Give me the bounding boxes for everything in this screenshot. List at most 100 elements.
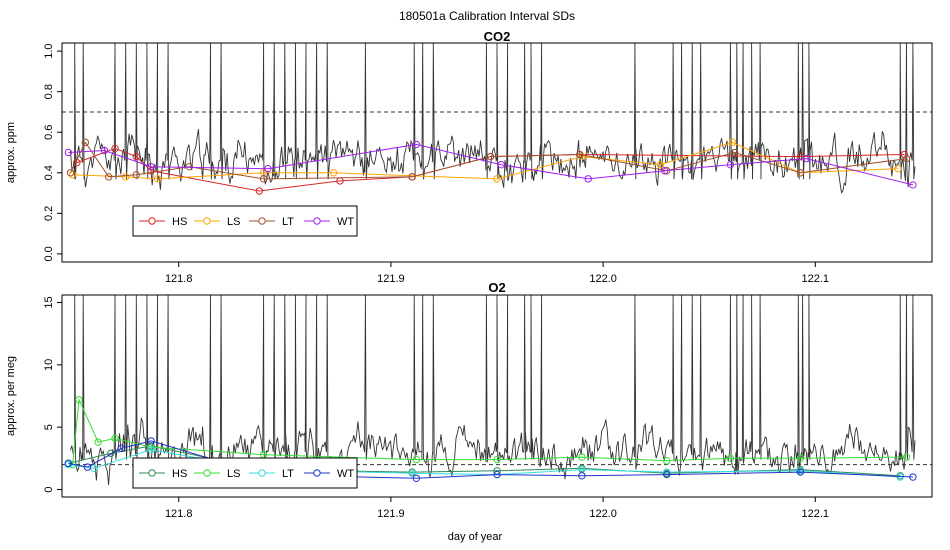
co2-series-ls-line	[72, 141, 899, 180]
o2-series-ls-point	[902, 453, 911, 461]
o2-series-ls-point	[796, 454, 805, 463]
o2-series-wt-point	[117, 444, 126, 453]
o2-series-ls-point	[663, 457, 671, 465]
co2-series-wt-point	[909, 181, 917, 189]
co2-y-tick-label: 0.4	[43, 165, 55, 180]
o2-series-wt-point	[64, 459, 73, 468]
o2-y-tick-label: 10	[43, 359, 55, 371]
co2-x-tick-label: 122.0	[589, 273, 617, 285]
o2-legend-label: HS	[172, 468, 187, 480]
co2-legend-label: HS	[172, 216, 187, 228]
o2-legend-swatch-marker	[148, 469, 156, 477]
o2-series-ls-line	[72, 397, 907, 465]
o2-series-lt-line	[68, 449, 901, 478]
o2-series-ls-point	[726, 454, 735, 463]
co2-series-wt-point	[803, 154, 811, 163]
co2-series-wt-point	[64, 148, 73, 157]
co2-series-ls-point	[656, 160, 665, 169]
co2-series-lt-point	[104, 173, 113, 181]
co2-series-lt-point	[408, 173, 416, 181]
o2-series-ls-point	[94, 438, 102, 446]
co2-series-lt-point	[902, 154, 911, 163]
o2-series-wt-point	[663, 470, 671, 479]
o2-x-tick-label: 121.8	[165, 508, 193, 520]
co2-series-lt-point	[81, 138, 90, 147]
co2-series-lt-point	[66, 169, 75, 177]
co2-legend-label: LT	[282, 216, 294, 228]
o2-legend-label: LS	[227, 468, 240, 480]
co2-y-tick-label: 0.6	[43, 125, 55, 140]
co2-series-wt-point	[100, 146, 109, 155]
figure-title: 180501a Calibration Interval SDs	[399, 9, 575, 23]
co2-series-wt-point	[726, 160, 735, 169]
o2-series-wt-point	[493, 470, 501, 479]
co2-x-tick-label: 122.1	[802, 273, 830, 285]
co2-series-ls-point	[153, 175, 162, 183]
co2-series-wt-point	[147, 162, 155, 171]
co2-series-lt-point	[259, 175, 268, 183]
o2-series-wt-point	[83, 463, 92, 471]
o2-legend-swatch-marker	[203, 469, 211, 477]
o2-series-wt-line	[68, 440, 913, 479]
o2-series-lt-point	[147, 445, 155, 454]
co2-legend-swatch-marker	[148, 217, 156, 225]
o2-series-ls-point	[493, 455, 501, 464]
co2-x-tick-label: 121.9	[377, 273, 405, 285]
co2-series-hs-point	[132, 152, 140, 161]
co2-series-wt-point	[497, 160, 505, 169]
co2-plot-frame	[61, 42, 933, 263]
co2-series-hs-point	[796, 152, 805, 161]
o2-series-wt-point	[909, 473, 917, 481]
co2-y-tick-label: 0.2	[43, 206, 55, 221]
co2-y-tick-label: 0.0	[43, 246, 55, 261]
co2-signal-trace	[70, 42, 916, 194]
co2-series-wt-point	[264, 165, 272, 173]
co2-series-wt-point	[660, 167, 669, 175]
o2-y-tick-label: 15	[43, 296, 55, 308]
o2-legend-swatch-marker	[258, 469, 266, 477]
co2-x-tick-label: 121.8	[165, 273, 193, 285]
o2-y-tick-label: 5	[43, 424, 55, 430]
co2-series-lt-line	[70, 141, 907, 180]
o2-y-tick-label: 0	[43, 486, 55, 492]
co2-series-wt-point	[584, 175, 592, 183]
co2-series-ls-point	[68, 171, 77, 179]
co2-series-ls-point	[894, 165, 902, 173]
o2-y-axis-label: approx. per meg	[5, 356, 17, 436]
o2-legend-swatch-marker	[313, 469, 321, 477]
co2-series-lt-point	[730, 148, 739, 157]
o2-series-hs-point	[107, 449, 115, 458]
co2-series-wt-point	[412, 140, 421, 149]
o2-series-lt-point	[663, 468, 671, 476]
o2-signal-trace	[70, 294, 916, 486]
co2-series-hs-line	[76, 147, 905, 192]
co2-series-ls-point	[578, 152, 586, 161]
o2-x-tick-label: 121.9	[377, 508, 405, 520]
o2-series-ls-point	[75, 396, 83, 404]
o2-series-hs-point	[493, 467, 501, 475]
o2-series-wt-point	[578, 472, 586, 480]
co2-series-wt-line	[68, 143, 914, 186]
co2-series-lt-point	[185, 162, 194, 171]
co2-series-hs-point	[111, 144, 119, 153]
co2-legend-swatch-marker	[258, 217, 266, 225]
o2-x-tick-label: 122.1	[802, 508, 830, 520]
o2-series-ls-point	[412, 455, 421, 464]
co2-y-axis-label: approx. ppm	[5, 122, 17, 183]
o2-legend-label: WT	[337, 468, 354, 480]
o2-plot-frame	[61, 294, 933, 498]
o2-legend-label: LT	[282, 468, 294, 480]
co2-legend-swatch-marker	[203, 217, 211, 225]
co2-title: CO2	[484, 29, 511, 44]
co2-series-ls-point	[493, 175, 501, 183]
co2-legend-label: LS	[227, 216, 240, 228]
co2-legend-label: WT	[337, 216, 354, 228]
co2-panel: CO2 approx. ppm 0.0 0.2 0.4 0.6 0.8 1.0 121.8 121…	[5, 29, 933, 285]
co2-series-lt-point	[796, 169, 805, 177]
o2-panel: O2 approx. per meg 0 5 10 15 121.8 121.9 122.0 12…	[5, 280, 933, 520]
x-axis-label: day of year	[448, 531, 503, 543]
co2-series-lt-point	[132, 171, 140, 179]
o2-series-wt-point	[412, 474, 421, 482]
o2-series-ls-point	[111, 434, 119, 443]
